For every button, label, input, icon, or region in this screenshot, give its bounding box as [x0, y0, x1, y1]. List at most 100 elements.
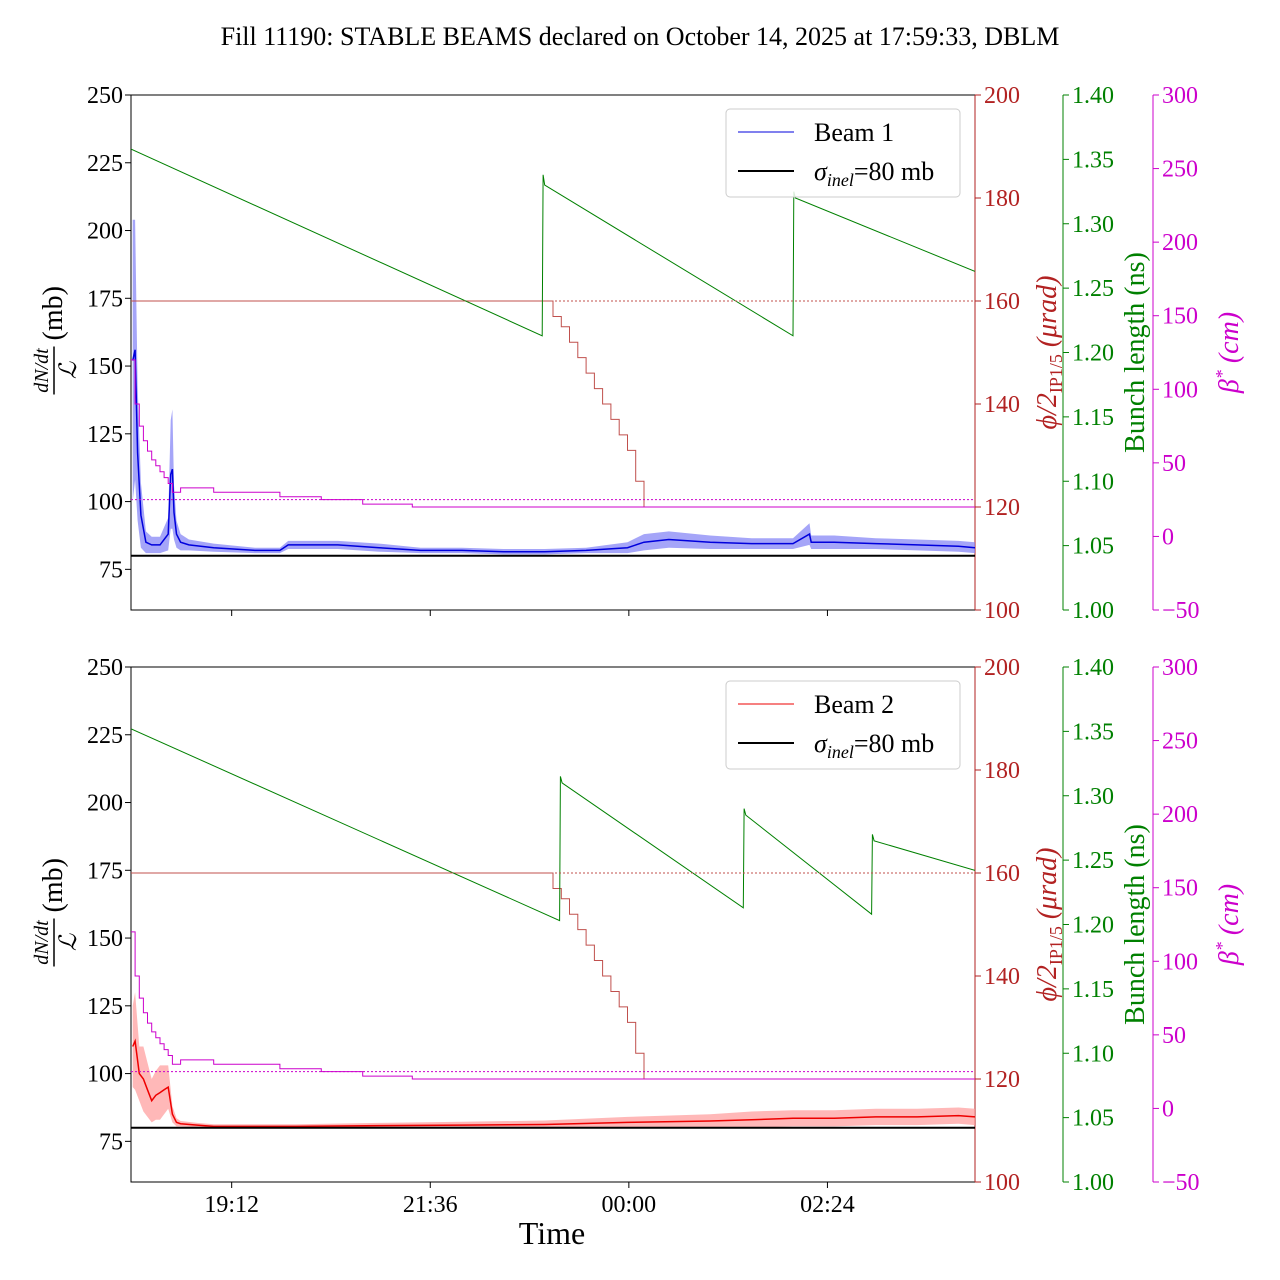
- beta_star-tick-label: 150: [1162, 876, 1198, 902]
- left-label-unit: (mb): [38, 286, 69, 340]
- beta-label-symbol: β: [1214, 951, 1245, 966]
- x-axis-label: Time: [519, 1215, 585, 1251]
- crossing-angle-axis-label: ϕ/2IP1/5 (μrad): [1032, 848, 1066, 1002]
- left-tick-label: 150: [87, 354, 123, 380]
- left-axis-label: dN/dt ℒ (mb): [31, 858, 82, 967]
- beta-label-symbol: β: [1214, 379, 1245, 394]
- beta_star-tick-label: 250: [1162, 157, 1198, 183]
- crossing-label-phi: ϕ/2: [1032, 965, 1063, 1001]
- beam-line: [131, 349, 975, 553]
- left-label-denominator: ℒ: [56, 361, 82, 379]
- x-tick-label: 02:24: [800, 1192, 855, 1218]
- left-tick-label: 225: [87, 151, 123, 177]
- bunch_length-tick-label: 1.20: [1072, 913, 1114, 939]
- left-label-numerator: dN/dt: [31, 348, 53, 393]
- beta_star-tick-label: 0: [1162, 524, 1174, 550]
- left-tick-label: 125: [87, 994, 123, 1020]
- beta-star-line: [131, 359, 975, 508]
- bunch-length-line: [131, 728, 975, 922]
- crossing_angle-tick-label: 100: [984, 598, 1020, 624]
- bunch_length-tick-label: 1.25: [1072, 276, 1114, 302]
- beta_star-tick-label: 0: [1162, 1096, 1174, 1122]
- left-tick-label: 125: [87, 422, 123, 448]
- legend-sigma-rest: =80 mb: [854, 157, 934, 186]
- left-tick-label: 100: [87, 1062, 123, 1088]
- crossing_angle-tick-label: 140: [984, 392, 1020, 418]
- bunch_length-tick-label: 1.15: [1072, 977, 1114, 1003]
- crossing-label-unit: (μrad): [1032, 848, 1063, 927]
- bunch-length-axis-label: Bunch length (ns): [1120, 252, 1151, 453]
- left-label-numerator: dN/dt: [31, 920, 53, 965]
- left-tick-label: 175: [87, 858, 123, 884]
- bunch_length-tick-label: 1.30: [1072, 212, 1114, 238]
- left-tick-label: 100: [87, 490, 123, 516]
- crossing_angle-tick-label: 120: [984, 495, 1020, 521]
- left-axis-label: dN/dt ℒ (mb): [31, 286, 82, 395]
- legend-box: [725, 108, 961, 198]
- beta-label-star: *: [1212, 370, 1232, 379]
- crossing-angle-line: [131, 872, 975, 1080]
- legend-sigma-symbol: σ: [814, 157, 828, 186]
- crossing_angle-tick-label: 200: [984, 655, 1020, 681]
- legend-box: [725, 680, 961, 770]
- left-tick-label: 250: [87, 83, 123, 109]
- beta_star-tick-label: −50: [1162, 598, 1200, 624]
- bunch_length-tick-label: 1.15: [1072, 405, 1114, 431]
- crossing-label-phi: ϕ/2: [1032, 393, 1063, 429]
- crossing_angle-tick-label: 180: [984, 186, 1020, 212]
- beam-uncertainty-band: [132, 219, 975, 555]
- beta-label-unit: (cm): [1214, 884, 1245, 942]
- crossing_angle-tick-label: 180: [984, 758, 1020, 784]
- beta-star-axis-label: β* (cm): [1212, 312, 1245, 394]
- legend-sigma-label: σinel=80 mb: [814, 729, 934, 762]
- legend-sigma-rest: =80 mb: [854, 729, 934, 758]
- left-tick-label: 200: [87, 219, 123, 245]
- beta-label-unit: (cm): [1214, 312, 1245, 370]
- left-tick-label: 75: [99, 1129, 123, 1155]
- left-tick-label: 200: [87, 791, 123, 817]
- bunch_length-tick-label: 1.05: [1072, 1106, 1114, 1132]
- left-tick-label: 175: [87, 286, 123, 312]
- bunch_length-tick-label: 1.05: [1072, 534, 1114, 560]
- crossing_angle-tick-label: 140: [984, 964, 1020, 990]
- x-tick-label: 21:36: [403, 1192, 458, 1218]
- crossing_angle-tick-label: 200: [984, 83, 1020, 109]
- left-tick-label: 225: [87, 723, 123, 749]
- beta_star-tick-label: 300: [1162, 655, 1198, 681]
- beta_star-tick-label: 250: [1162, 729, 1198, 755]
- beta_star-tick-label: 50: [1162, 1023, 1186, 1049]
- chart-title: Fill 11190: STABLE BEAMS declared on Oct…: [221, 22, 1060, 51]
- bunch_length-tick-label: 1.25: [1072, 848, 1114, 874]
- beam-line: [132, 1038, 975, 1128]
- legend-sigma-sub: inel: [827, 742, 854, 762]
- legend-sigma-label: σinel=80 mb: [814, 157, 934, 190]
- x-tick-label: 19:12: [204, 1192, 259, 1218]
- beta_star-tick-label: 100: [1162, 949, 1198, 975]
- bunch_length-tick-label: 1.35: [1072, 147, 1114, 173]
- beta-star-line: [131, 931, 975, 1080]
- plot-area: [131, 728, 975, 1129]
- bunch_length-tick-label: 1.10: [1072, 469, 1114, 495]
- x-tick-label: 00:00: [602, 1192, 657, 1218]
- beta_star-tick-label: 200: [1162, 230, 1198, 256]
- left-tick-label: 150: [87, 926, 123, 952]
- bunch_length-tick-label: 1.00: [1072, 1170, 1114, 1196]
- beta_star-tick-label: −50: [1162, 1170, 1200, 1196]
- left-label-denominator: ℒ: [56, 933, 82, 951]
- crossing-label-unit: (μrad): [1032, 276, 1063, 355]
- bunch_length-tick-label: 1.10: [1072, 1041, 1114, 1067]
- bunch_length-tick-label: 1.20: [1072, 341, 1114, 367]
- beta_star-tick-label: 300: [1162, 83, 1198, 109]
- crossing-angle-line: [131, 300, 975, 508]
- crossing-label-sub: IP1/5: [1046, 354, 1066, 393]
- bunch_length-tick-label: 1.35: [1072, 719, 1114, 745]
- crossing-angle-axis-label: ϕ/2IP1/5 (μrad): [1032, 276, 1066, 430]
- crossing_angle-tick-label: 160: [984, 289, 1020, 315]
- crossing_angle-tick-label: 120: [984, 1067, 1020, 1093]
- legend-sigma-sub: inel: [827, 170, 854, 190]
- bunch_length-tick-label: 1.40: [1072, 83, 1114, 109]
- beta-label-star: *: [1212, 942, 1232, 951]
- beta_star-tick-label: 200: [1162, 802, 1198, 828]
- legend-sigma-symbol: σ: [814, 729, 828, 758]
- beta_star-tick-label: 150: [1162, 304, 1198, 330]
